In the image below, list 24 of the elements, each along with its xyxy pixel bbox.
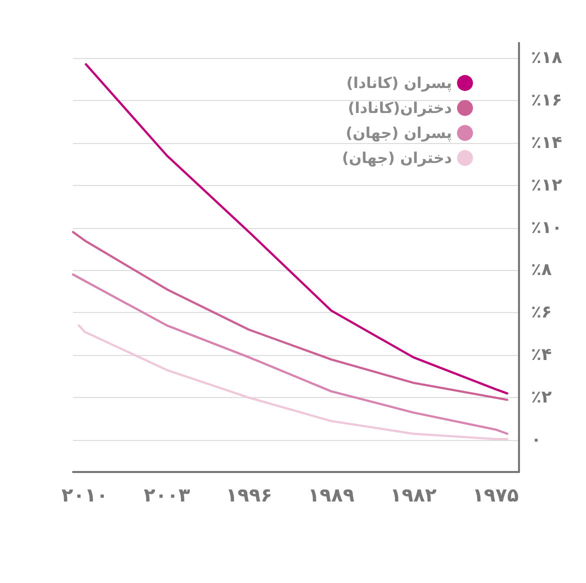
y-tick-label: ٪۶ <box>531 302 552 323</box>
y-tick-label: ٪۱۲ <box>531 175 563 196</box>
y-tick-label: ٪۴ <box>531 345 552 366</box>
legend-label: پسران (جهان) <box>346 124 452 142</box>
y-tick-label: ٪۱۰ <box>531 218 562 238</box>
y-tick-label: ٪۱۸ <box>531 48 563 68</box>
legend-label: دختران (جهان) <box>342 149 452 167</box>
line-series <box>78 324 508 440</box>
x-tick-label: ۱۹۸۹ <box>308 484 355 506</box>
x-tick-label: ۲۰۱۰ <box>62 484 108 506</box>
y-tick-label: ٪۱۶ <box>531 90 562 110</box>
legend-label: دختران(کانادا) <box>348 99 452 117</box>
line-series <box>72 273 508 435</box>
y-tick-label: ٪۱۴ <box>531 132 562 153</box>
x-tick-label: ۱۹۸۲ <box>390 484 437 506</box>
line-series <box>84 63 508 395</box>
line-series <box>72 230 508 401</box>
x-tick-label: ۱۹۷۵ <box>472 484 520 506</box>
legend-label: پسران (کانادا) <box>346 74 452 92</box>
y-tick-label: ٪۸ <box>531 260 552 280</box>
x-tick-label: ۱۹۹۶ <box>226 484 272 506</box>
y-tick-label: ٪۲ <box>531 388 552 408</box>
y-tick-label: ۰ <box>531 430 542 450</box>
x-tick-label: ۲۰۰۳ <box>144 484 190 506</box>
